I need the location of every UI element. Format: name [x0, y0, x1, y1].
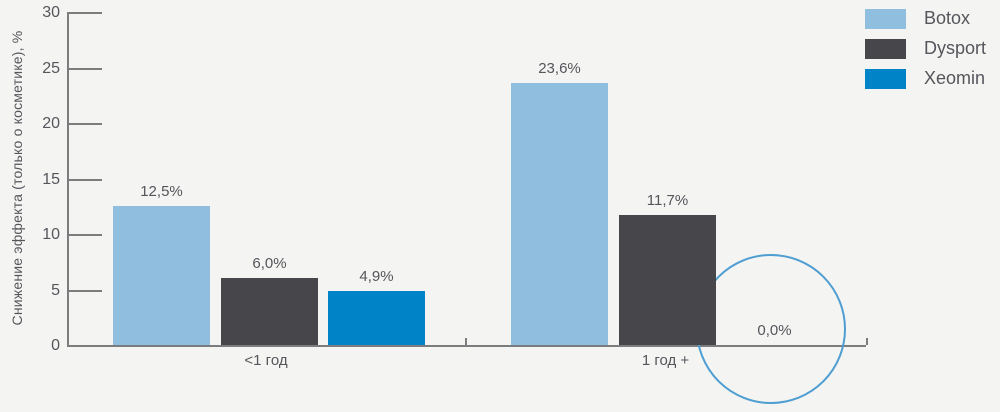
legend-label: Dysport	[924, 38, 987, 58]
y-tick	[69, 289, 102, 292]
x-axis-line	[67, 345, 866, 347]
legend-item-xeomin: Xeomin	[865, 68, 986, 89]
bar-value-label: 0,0%	[757, 322, 792, 339]
y-tick-label: 25	[42, 59, 60, 77]
y-tick-label: 5	[51, 281, 60, 299]
bar-value-label: 6,0%	[252, 255, 287, 273]
x-category-label: <1 год	[244, 352, 288, 369]
bar-dysport	[221, 278, 318, 345]
legend-item-dysport: Dysport	[865, 38, 986, 59]
bar-value-label: 11,7%	[646, 192, 689, 210]
y-tick-label: 20	[42, 115, 60, 132]
y-tick-label: 10	[42, 226, 60, 243]
y-tick-label: 15	[42, 170, 60, 188]
bar-botox	[511, 83, 608, 345]
y-tick	[69, 178, 102, 181]
bar-value-label: 23,6%	[538, 60, 581, 78]
y-axis-title: Снижение эффекта (только о косметике), %	[9, 30, 25, 326]
legend-swatch-icon	[865, 68, 906, 89]
legend-label: Xeomin	[924, 68, 986, 88]
bar-dysport	[619, 215, 716, 345]
x-tick	[465, 338, 467, 345]
y-tick	[69, 12, 102, 14]
y-tick-label: 30	[42, 4, 60, 21]
y-tick	[69, 123, 102, 125]
legend-item-botox: Botox	[865, 8, 986, 29]
bar-value-label: 12,5%	[140, 183, 183, 201]
y-tick	[69, 67, 102, 70]
y-tick	[69, 234, 102, 236]
y-tick-label: 0	[51, 337, 60, 354]
bar-botox	[113, 206, 210, 345]
bar-xeomin	[328, 290, 425, 345]
legend-swatch-icon	[865, 8, 906, 29]
legend-swatch-icon	[865, 38, 906, 59]
y-axis-line	[67, 12, 69, 345]
legend: Botox Dysport Xeomin	[865, 8, 986, 98]
x-category-label: 1 год +	[641, 352, 690, 369]
legend-label: Botox	[924, 8, 971, 28]
bar-value-label: 4,9%	[359, 267, 394, 285]
x-tick	[866, 338, 868, 345]
